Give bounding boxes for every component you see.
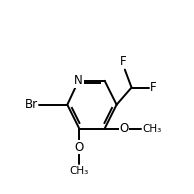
Text: O: O	[120, 122, 129, 135]
Text: CH₃: CH₃	[142, 124, 161, 134]
Text: Br: Br	[25, 98, 38, 111]
Text: N: N	[74, 74, 83, 87]
Text: O: O	[75, 141, 84, 154]
Text: F: F	[120, 55, 127, 68]
Text: F: F	[150, 81, 157, 94]
Text: CH₃: CH₃	[70, 166, 89, 176]
